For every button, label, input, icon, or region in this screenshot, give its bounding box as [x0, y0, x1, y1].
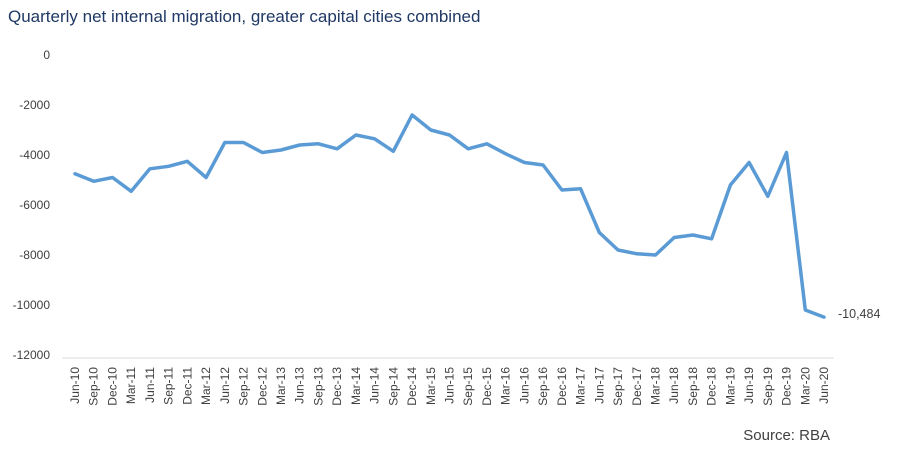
x-tick-label: Dec-18 [705, 367, 719, 406]
x-tick-label: Dec-13 [330, 367, 344, 406]
x-tick-label: Jun-14 [368, 367, 382, 404]
x-tick-label: Jun-16 [517, 367, 531, 404]
x-tick-label: Mar-13 [274, 367, 288, 405]
x-tick-label: Sep-11 [162, 367, 176, 405]
x-tick-label: Mar-12 [199, 367, 213, 405]
x-tick-label: Sep-13 [311, 367, 325, 406]
x-tick-label: Dec-15 [480, 367, 494, 406]
y-tick-label: -6000 [19, 198, 50, 212]
x-tick-label: Sep-18 [686, 367, 700, 406]
y-tick-label: -12000 [13, 348, 51, 362]
x-tick-label: Jun-10 [68, 367, 82, 404]
source-note: Source: RBA [743, 427, 830, 444]
x-tick-label: Sep-16 [536, 367, 550, 406]
chart-title: Quarterly net internal migration, greate… [8, 7, 481, 26]
x-tick-label: Mar-19 [723, 367, 737, 405]
series-line [73, 113, 826, 319]
y-tick-label: -8000 [19, 248, 50, 262]
x-tick-label: Jun-11 [143, 367, 157, 403]
x-tick-label: Dec-16 [555, 367, 569, 406]
x-tick-label: Jun-19 [742, 367, 756, 404]
y-tick-label: -10000 [13, 298, 51, 312]
x-tick-label: Dec-10 [105, 367, 119, 406]
x-tick-label: Mar-17 [574, 367, 588, 405]
x-tick-label: Sep-15 [461, 367, 475, 406]
x-tick-label: Mar-16 [499, 367, 513, 405]
x-tick-label: Mar-14 [349, 367, 363, 405]
y-tick-label: -4000 [19, 148, 50, 162]
y-tick-label: 0 [43, 48, 50, 62]
x-tick-label: Jun-13 [293, 367, 307, 404]
x-tick-label: Mar-15 [424, 367, 438, 405]
x-tick-label: Mar-18 [648, 367, 662, 405]
x-tick-label: Dec-12 [255, 367, 269, 406]
x-tick-label: Dec-19 [780, 367, 794, 406]
x-tick-label: Sep-12 [237, 367, 251, 406]
end-data-label: -10,484 [838, 307, 880, 321]
x-tick-label: Sep-10 [87, 367, 101, 406]
x-tick-label: Jun-17 [592, 367, 606, 404]
x-tick-label: Jun-12 [218, 367, 232, 404]
x-tick-label: Dec-11 [180, 367, 194, 405]
x-tick-label: Sep-14 [386, 367, 400, 406]
x-tick-label: Mar-20 [798, 367, 812, 405]
x-tick-label: Jun-20 [817, 367, 831, 404]
x-tick-label: Sep-19 [761, 367, 775, 406]
x-tick-label: Jun-18 [667, 367, 681, 404]
x-tick-label: Jun-15 [443, 367, 457, 404]
x-tick-label: Dec-17 [630, 367, 644, 406]
y-tick-label: -2000 [19, 98, 50, 112]
x-tick-label: Sep-17 [611, 367, 625, 406]
x-tick-label: Dec-14 [405, 367, 419, 406]
x-tick-label: Mar-11 [124, 367, 138, 404]
